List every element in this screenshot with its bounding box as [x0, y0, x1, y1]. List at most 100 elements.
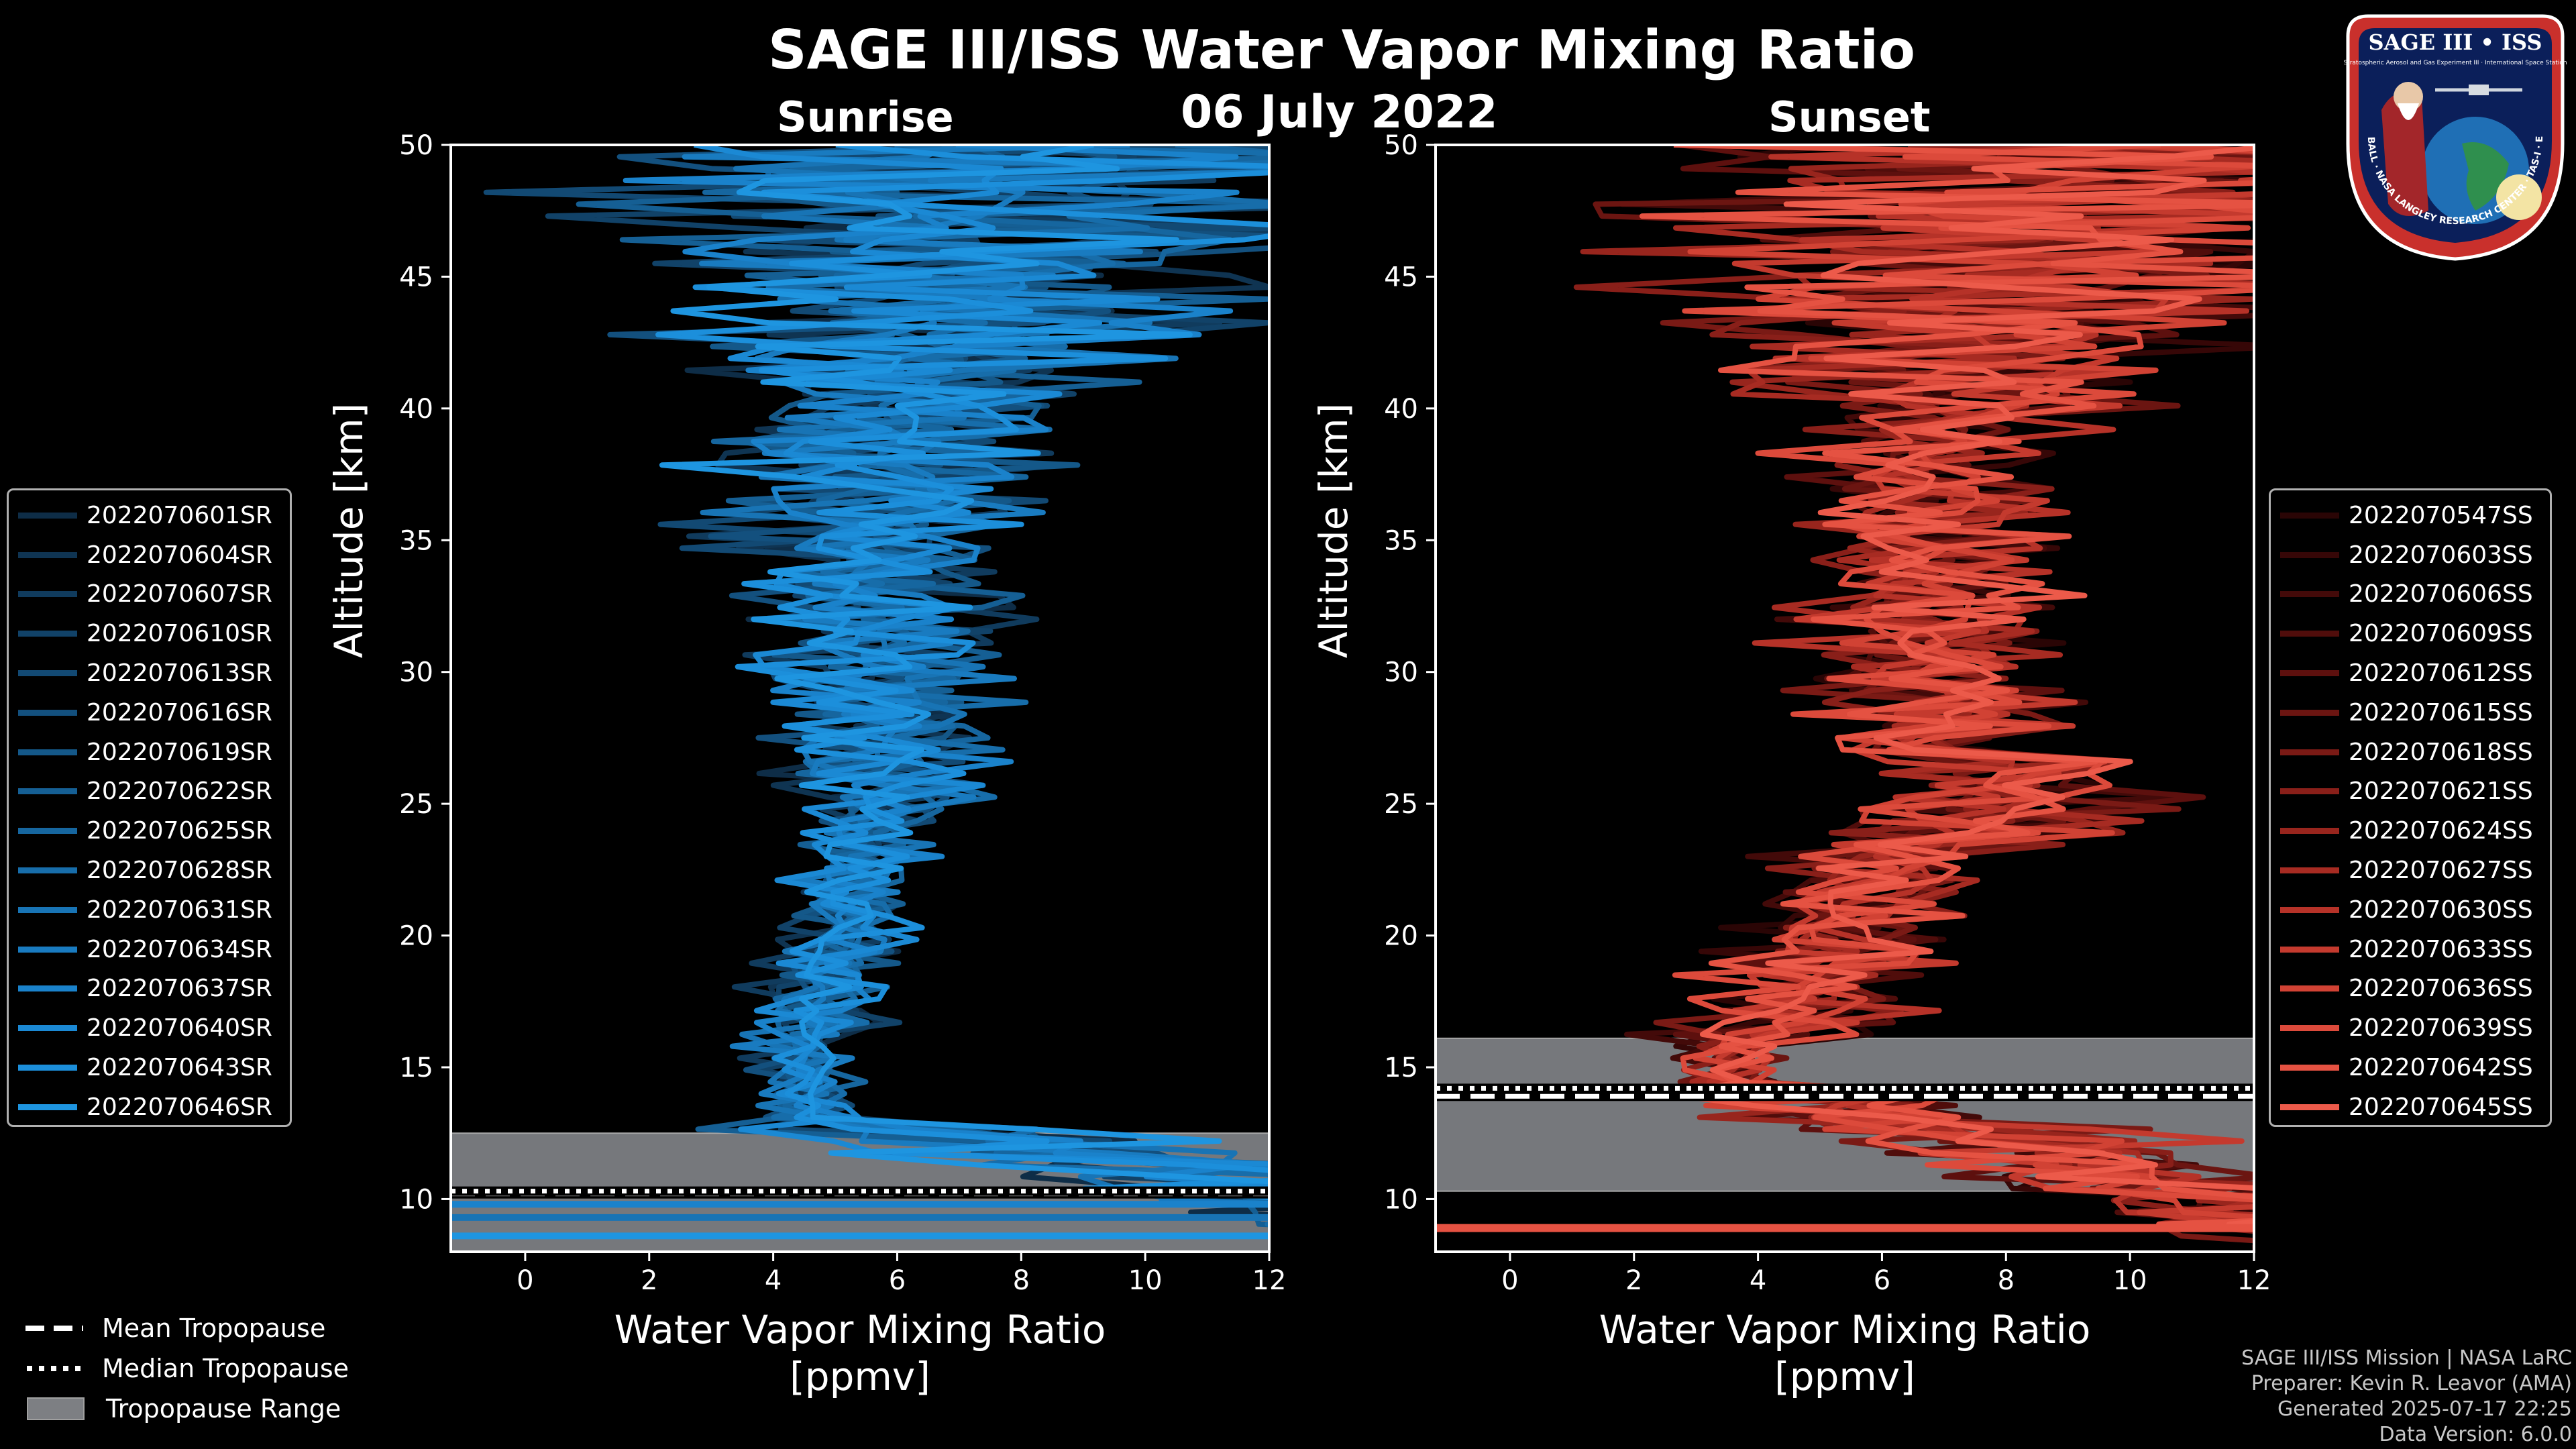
x-tick-label: 6 — [889, 1265, 906, 1296]
legend-label: 2022070622SR — [87, 777, 272, 806]
credit-mission: SAGE III/ISS Mission | NASA LaRC — [2241, 1346, 2572, 1370]
legend-swatch — [18, 631, 77, 637]
legend-item-2022070604SR: 2022070604SR — [9, 535, 290, 575]
legend-swatch — [2280, 670, 2339, 677]
legend-item-2022070613SR: 2022070613SR — [9, 653, 290, 693]
sunrise-plot: 0 2 4 6 8 10 12 10 15 20 25 30 35 40 45 50 Water Vapor M… — [326, 130, 1286, 1399]
legend-label: 2022070606SS — [2349, 580, 2533, 608]
x-axis-units: [ppmv] — [1774, 1354, 1915, 1399]
legend-swatch — [18, 709, 77, 716]
legend-item-2022070603SS: 2022070603SS — [2271, 535, 2550, 575]
chart-date: 06 July 2022 — [1181, 86, 1498, 139]
x-tick-label: 8 — [1998, 1265, 2015, 1296]
x-tick-label: 8 — [1013, 1265, 1030, 1296]
legend-item-2022070612SS: 2022070612SS — [2271, 653, 2550, 693]
x-tick-label: 6 — [1874, 1265, 1890, 1296]
legend-item-2022070547SS: 2022070547SS — [2271, 496, 2550, 535]
legend-label: 2022070627SS — [2349, 857, 2533, 885]
profile-line-2022070621SS — [1573, 145, 2254, 1234]
x-tick-label: 10 — [1128, 1265, 1163, 1296]
y-tick-label: 45 — [399, 262, 433, 292]
profile-line-2022070645SS — [1662, 145, 2254, 1228]
sunset-legend: 2022070547SS 2022070603SS 2022070606SS 2022… — [2269, 488, 2552, 1127]
legend-swatch — [18, 551, 77, 558]
y-tick-label: 35 — [399, 525, 433, 556]
legend-mean-tropopause: Mean Tropopause — [24, 1308, 400, 1348]
legend-label: 2022070636SS — [2349, 975, 2533, 1003]
legend-item-2022070615SS: 2022070615SS — [2271, 693, 2550, 733]
y-tick-label: 45 — [1384, 262, 1418, 292]
credit-preparer: Preparer: Kevin R. Leavor (AMA) — [2251, 1372, 2572, 1395]
y-tick-label: 50 — [399, 130, 433, 161]
legend-mean-label: Mean Tropopause — [102, 1313, 326, 1343]
legend-label: 2022070637SR — [87, 975, 272, 1003]
x-tick-label: 0 — [1501, 1265, 1518, 1296]
legend-range-label: Tropopause Range — [106, 1394, 341, 1424]
legend-item-2022070627SS: 2022070627SS — [2271, 851, 2550, 890]
dashed-line-icon — [25, 1326, 83, 1331]
legend-swatch — [18, 985, 77, 992]
legend-label: 2022070639SS — [2349, 1014, 2533, 1042]
credit-generated: Generated 2025-07-17 22:25 — [2277, 1397, 2572, 1421]
legend-swatch — [2280, 1025, 2339, 1032]
legend-label: 2022070615SS — [2349, 698, 2533, 727]
legend-item-2022070618SS: 2022070618SS — [2271, 733, 2550, 772]
legend-label: 2022070643SR — [87, 1054, 272, 1082]
x-tick-label: 2 — [1625, 1265, 1642, 1296]
x-axis-label: Water Vapor Mixing Ratio — [614, 1307, 1106, 1352]
legend-item-2022070621SS: 2022070621SS — [2271, 772, 2550, 812]
y-tick-label: 20 — [399, 921, 433, 952]
legend-label: 2022070634SR — [87, 935, 272, 963]
legend-label: 2022070612SS — [2349, 659, 2533, 688]
legend-swatch — [18, 512, 77, 519]
dotted-line-icon — [27, 1366, 83, 1371]
legend-swatch — [2280, 512, 2339, 519]
legend-swatch — [2280, 946, 2339, 953]
legend-item-2022070634SR: 2022070634SR — [9, 930, 290, 969]
profile-line-2022070639SS — [1672, 145, 2254, 1203]
legend-item-2022070624SS: 2022070624SS — [2271, 811, 2550, 851]
legend-tropopause-range: Tropopause Range — [24, 1389, 400, 1429]
y-tick-label: 30 — [399, 657, 433, 688]
legend-swatch — [18, 1104, 77, 1110]
legend-swatch — [2280, 985, 2339, 992]
x-tick-label: 4 — [1750, 1265, 1766, 1296]
legend-label: 2022070607SR — [87, 580, 272, 608]
legend-item-2022070642SS: 2022070642SS — [2271, 1048, 2550, 1087]
x-tick-label: 10 — [2113, 1265, 2147, 1296]
legend-label: 2022070619SR — [87, 738, 272, 766]
legend-label: 2022070613SR — [87, 659, 272, 688]
legend-label: 2022070621SS — [2349, 777, 2533, 806]
y-tick-label: 15 — [1384, 1053, 1418, 1083]
legend-swatch — [18, 788, 77, 795]
legend-label: 2022070616SR — [87, 698, 272, 727]
legend-item-2022070609SS: 2022070609SS — [2271, 614, 2550, 653]
chart-title: SAGE III/ISS Water Vapor Mixing Ratio — [767, 19, 1916, 81]
legend-label: 2022070609SS — [2349, 620, 2533, 648]
profile-line-2022070631SR — [700, 145, 1269, 1206]
legend-item-2022070606SS: 2022070606SS — [2271, 575, 2550, 614]
y-tick-label: 15 — [399, 1053, 433, 1083]
legend-label: 2022070630SS — [2349, 896, 2533, 924]
logo-subtitle: Stratospheric Aerosol and Gas Experiment… — [2343, 60, 2567, 66]
legend-label: 2022070628SR — [87, 857, 272, 885]
legend-swatch — [2280, 551, 2339, 558]
legend-median-tropopause: Median Tropopause — [24, 1348, 400, 1389]
legend-median-label: Median Tropopause — [102, 1354, 349, 1383]
y-tick-label: 40 — [399, 394, 433, 425]
credit-version: Data Version: 6.0.0 — [2379, 1423, 2572, 1446]
legend-swatch — [18, 867, 77, 874]
legend-label: 2022070625SR — [87, 817, 272, 845]
legend-swatch — [2280, 749, 2339, 755]
legend-item-2022070625SR: 2022070625SR — [9, 811, 290, 851]
sage-iss-mission-logo: SAGE III • ISS Stratospheric Aerosol and… — [2341, 9, 2567, 261]
legend-swatch — [2280, 631, 2339, 637]
sunrise-panel-title: Sunrise — [777, 93, 954, 142]
sunset-panel-title: Sunset — [1768, 93, 1931, 142]
legend-label: 2022070633SS — [2349, 935, 2533, 963]
legend-label: 2022070642SS — [2349, 1054, 2533, 1082]
legend-item-2022070630SS: 2022070630SS — [2271, 890, 2550, 930]
legend-label: 2022070631SR — [87, 896, 272, 924]
x-tick-label: 4 — [765, 1265, 782, 1296]
legend-item-2022070622SR: 2022070622SR — [9, 772, 290, 812]
